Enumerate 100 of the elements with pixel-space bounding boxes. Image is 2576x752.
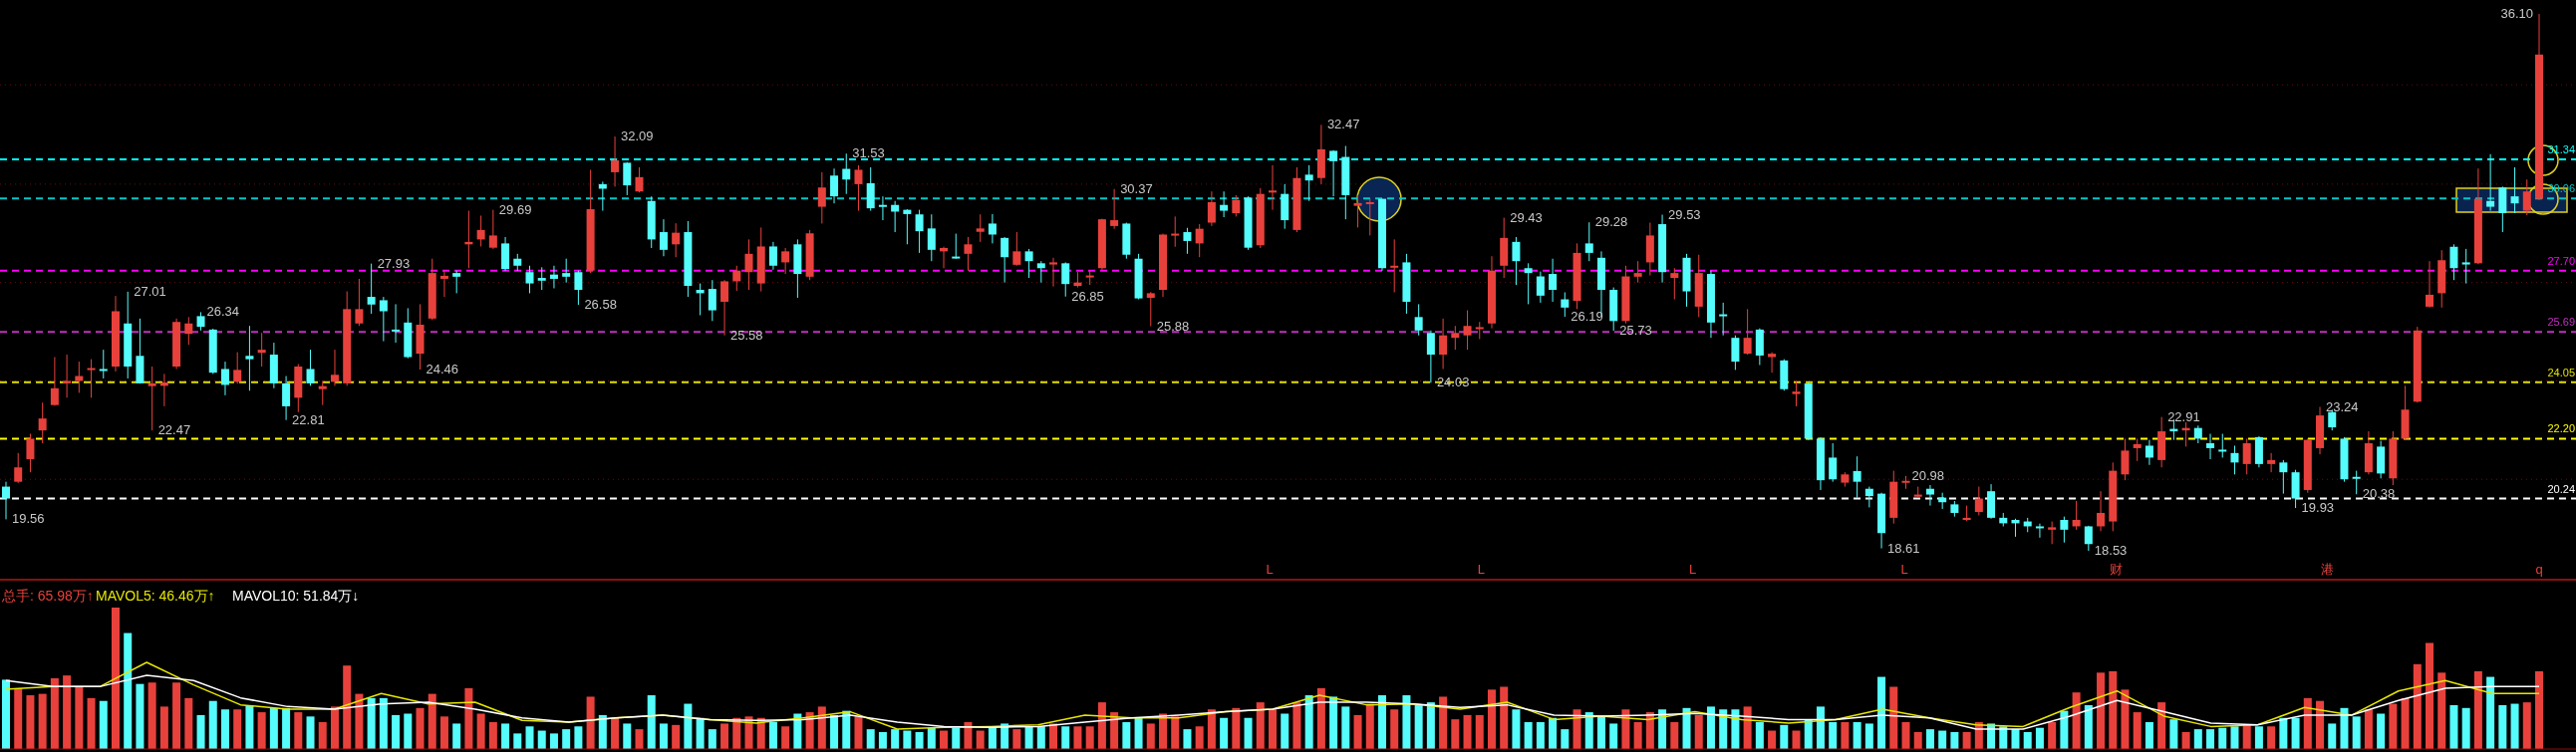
candlestick (2461, 248, 2470, 285)
bar (2133, 712, 2142, 749)
candlestick (488, 209, 497, 250)
candlestick (26, 433, 35, 473)
bar (1207, 709, 1216, 749)
bar (257, 712, 266, 749)
bar (1487, 689, 1496, 749)
bar (1889, 686, 1898, 749)
candlestick (574, 270, 583, 306)
candlestick (2133, 437, 2142, 462)
bar (1073, 726, 1082, 749)
candlestick (1171, 215, 1180, 248)
bar (1536, 722, 1545, 749)
bar (1122, 722, 1131, 749)
bar (1036, 726, 1045, 749)
candlestick (220, 361, 229, 396)
bar (172, 682, 181, 749)
bar (720, 723, 729, 749)
bar (915, 731, 924, 749)
candlestick (439, 270, 448, 298)
candlestick (1414, 303, 1423, 337)
candlestick (38, 401, 47, 444)
bar (1316, 687, 1325, 749)
bar (184, 697, 193, 749)
candlestick (1207, 190, 1216, 227)
candlestick (2060, 516, 2069, 544)
bar (488, 722, 497, 749)
bar (2535, 670, 2543, 749)
bar (26, 695, 35, 749)
bar (708, 729, 716, 749)
bar (1549, 717, 1558, 749)
bar (1146, 723, 1155, 749)
candlestick (1012, 231, 1021, 267)
bar (1439, 696, 1448, 749)
bar (2352, 716, 2361, 749)
text: 23.24 (2326, 398, 2359, 414)
bar (87, 697, 96, 749)
candlestick (1426, 330, 1435, 383)
bar (1353, 714, 1362, 749)
bar (2486, 676, 2495, 749)
bar (1755, 722, 1764, 749)
bar (1829, 722, 1838, 749)
candlestick (1633, 260, 1642, 284)
candlestick (623, 161, 632, 196)
candlestick (817, 171, 826, 224)
ref-line-label: 25.69 (2547, 316, 2575, 329)
candlestick (2218, 433, 2227, 458)
bar (1682, 707, 1691, 749)
bar (1183, 729, 1192, 749)
bar (830, 714, 839, 749)
candlestick (1232, 194, 1241, 217)
bar (1524, 722, 1533, 749)
candlestick (708, 279, 716, 322)
text: 29.43 (1510, 209, 1543, 225)
bar (99, 700, 108, 749)
bar (392, 714, 401, 749)
text: L (1689, 562, 1697, 577)
text: 27.93 (377, 255, 411, 271)
candlestick (732, 265, 741, 292)
bar (2097, 672, 2106, 749)
bar (379, 697, 388, 749)
bar (1792, 730, 1801, 749)
bar (1085, 726, 1094, 749)
bar (1658, 709, 1667, 749)
candlestick (318, 379, 327, 406)
text: MAVOL10: 51.84万↓ (232, 588, 360, 604)
candlestick (2072, 500, 2081, 531)
bar (647, 695, 656, 749)
bar (1171, 716, 1180, 749)
text: 29.53 (1668, 206, 1701, 222)
text: q (2535, 562, 2543, 577)
bar (343, 665, 352, 749)
candlestick (964, 236, 973, 272)
bar (318, 722, 327, 749)
bar (2364, 709, 2373, 749)
bar (1012, 729, 1021, 749)
bar (854, 716, 863, 749)
text: 32.47 (1326, 117, 1360, 132)
candlestick (1195, 223, 1204, 258)
candlestick (306, 349, 315, 386)
candlestick (50, 357, 59, 406)
bar (878, 731, 887, 749)
text: 24.46 (426, 362, 459, 377)
bar (1768, 730, 1777, 749)
bar (1232, 707, 1241, 749)
candlestick (1061, 261, 1070, 298)
bar (1061, 726, 1070, 749)
candlestick (2206, 433, 2215, 460)
bar (63, 675, 72, 749)
bar (2109, 670, 2118, 749)
text: 18.53 (2094, 543, 2128, 558)
candlestick (720, 279, 729, 337)
candlestick (1353, 194, 1362, 228)
candlestick (562, 258, 571, 284)
bar (1475, 714, 1484, 749)
candlestick (927, 213, 936, 262)
bar (1633, 722, 1642, 749)
bar (2121, 689, 2130, 749)
bar (1292, 702, 1301, 749)
bar (1950, 731, 1959, 749)
